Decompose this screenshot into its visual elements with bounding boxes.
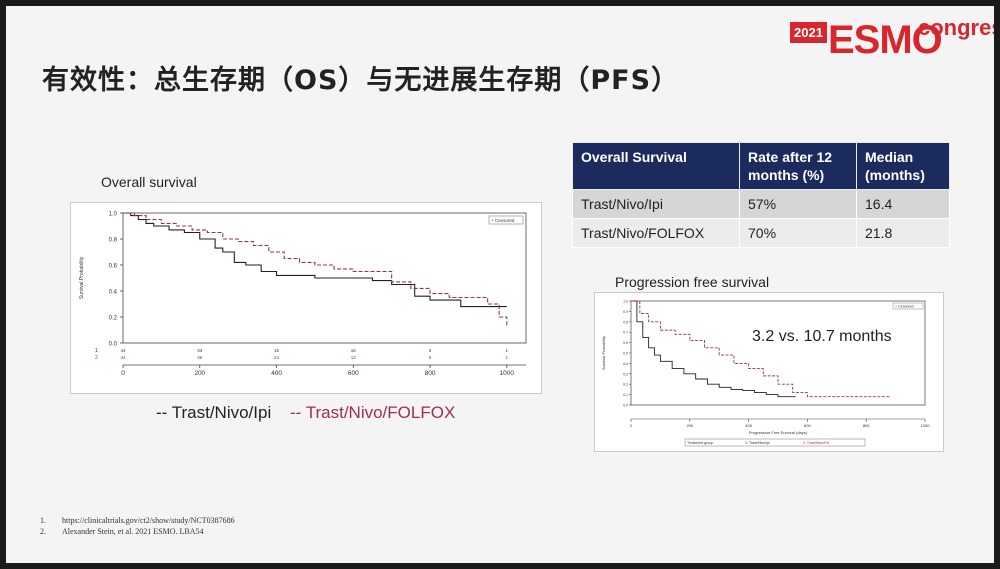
table-row: Trast/Nivo/Ipi 57% 16.4 bbox=[572, 189, 950, 219]
legend-inset-text: + Censored bbox=[895, 305, 914, 309]
x-tick-label: 600 bbox=[804, 423, 811, 428]
table-row: Trast/Nivo/FOLFOX 70% 21.8 bbox=[572, 218, 950, 248]
treatment-legend-entry: 1: Trast/Nivo/Ipi bbox=[745, 441, 770, 445]
table-cell: 16.4 bbox=[856, 189, 950, 219]
slide-title: 有效性：总生存期（OS）与无进展生存期（PFS） bbox=[42, 65, 680, 96]
y-tick-label: 0.8 bbox=[109, 238, 118, 244]
risk-count: 15 bbox=[274, 348, 280, 353]
x-tick-label: 0 bbox=[630, 423, 633, 428]
risk-count: 44 bbox=[120, 348, 126, 353]
risk-count: 3 bbox=[429, 348, 432, 353]
y-tick-label: 0.9 bbox=[623, 310, 628, 314]
table-cell: 21.8 bbox=[856, 218, 950, 248]
x-tick-label: 200 bbox=[686, 423, 693, 428]
legend-inset-box bbox=[488, 215, 524, 225]
y-tick-label: 0.0 bbox=[109, 342, 118, 348]
y-tick-label: 0.3 bbox=[623, 372, 628, 376]
risk-row-label: 1 bbox=[95, 348, 98, 354]
table-cell: 57% bbox=[739, 189, 857, 219]
x-tick-label: 800 bbox=[863, 423, 870, 428]
y-tick-label: 1.0 bbox=[623, 300, 628, 304]
os-chart: 0.0 0.2 0.4 0.6 0.8 1.0 Survival Probability 0 2… bbox=[79, 212, 527, 377]
x-tick-label: 1000 bbox=[921, 423, 931, 428]
table-cell: Trast/Nivo/FOLFOX bbox=[572, 218, 740, 248]
risk-count: 33 bbox=[197, 348, 203, 353]
risk-count: 1 bbox=[506, 348, 509, 353]
y-tick-label: 0.5 bbox=[623, 352, 628, 356]
table-header-row: Overall Survival Rate after 12 months (%… bbox=[572, 142, 950, 190]
risk-count: 24 bbox=[274, 355, 280, 360]
series-folfox-line bbox=[123, 212, 508, 328]
risk-count: 44 bbox=[120, 355, 126, 360]
x-tick-label: 0 bbox=[121, 370, 125, 377]
os-chart-frame: 0.0 0.2 0.4 0.6 0.8 1.0 Survival Probability 0 2… bbox=[70, 202, 542, 394]
reference-number: 1. bbox=[40, 516, 46, 525]
y-tick-label: 0.4 bbox=[109, 290, 118, 296]
plot-area bbox=[122, 212, 527, 344]
legend-inset-text: + Censored bbox=[491, 218, 515, 223]
pfs-chart: 0.0 0.1 0.2 0.3 0.4 0.5 0.6 0.7 0.8 0.9 1.0 Surviva… bbox=[601, 300, 931, 447]
series-ipi-line bbox=[123, 212, 507, 308]
pfs-annotation: 3.2 vs. 10.7 months bbox=[752, 328, 892, 345]
y-tick-label: 0.8 bbox=[623, 320, 628, 324]
x-axis-label: Progression Free Survival (days) bbox=[749, 430, 808, 435]
pfs-chart-title: Progression free survival bbox=[615, 274, 770, 290]
y-tick-label: 0.6 bbox=[623, 341, 628, 345]
y-tick-label: 0.0 bbox=[623, 404, 628, 408]
risk-count: 36 bbox=[197, 355, 203, 360]
risk-count: 16 bbox=[351, 348, 357, 353]
os-legend-folfox: -- Trast/Nivo/FOLFOX bbox=[289, 403, 456, 422]
reference-item: 1. https://clinicaltrials.gov/ct2/show/st… bbox=[40, 515, 235, 526]
x-tick-label: 1000 bbox=[500, 370, 515, 377]
x-tick-label: 400 bbox=[271, 370, 282, 377]
os-summary-table: Overall Survival Rate after 12 months (%… bbox=[572, 142, 950, 248]
table-header: Rate after 12 months (%) bbox=[739, 142, 857, 190]
x-tick-label: 400 bbox=[745, 423, 752, 428]
y-tick-label: 0.7 bbox=[623, 331, 628, 335]
reference-text: Alexander Stein, et al. 2021 ESMO. LBA54 bbox=[62, 527, 204, 536]
series-ipi-line bbox=[631, 300, 796, 398]
os-chart-title: Overall survival bbox=[101, 174, 197, 190]
pfs-chart-frame: 0.0 0.1 0.2 0.3 0.4 0.5 0.6 0.7 0.8 0.9 1.0 Surviva… bbox=[594, 292, 944, 452]
table-cell: 70% bbox=[739, 218, 857, 248]
reference-item: 2. Alexander Stein, et al. 2021 ESMO. LBA… bbox=[40, 526, 235, 537]
y-tick-label: 0.2 bbox=[623, 383, 628, 387]
risk-count: 6 bbox=[429, 355, 432, 360]
reference-number: 2. bbox=[40, 527, 46, 536]
table-header: Median (months) bbox=[856, 142, 950, 190]
y-tick-label: 0.2 bbox=[109, 316, 118, 322]
logo-congress: congress bbox=[918, 15, 994, 40]
y-tick-label: 0.1 bbox=[623, 393, 628, 397]
y-tick-label: 0.6 bbox=[109, 264, 118, 270]
legend-inset-box bbox=[892, 302, 924, 310]
y-tick-label: 1.0 bbox=[109, 212, 118, 218]
logo-esmo: ESMO bbox=[828, 18, 943, 62]
os-legend-ipi: -- Trast/Nivo/Ipi bbox=[156, 403, 272, 422]
x-tick-label: 800 bbox=[425, 370, 436, 377]
table-header: Overall Survival bbox=[572, 142, 740, 190]
y-axis-label: Survival Probability bbox=[601, 336, 606, 370]
y-tick-label: 0.4 bbox=[623, 362, 628, 366]
y-axis-label: Survival Probability bbox=[79, 256, 85, 299]
treatment-legend-entry: 2: Trast/Nivo/Fol bbox=[803, 441, 829, 445]
reference-text: https://clinicaltrials.gov/ct2/show/stud… bbox=[62, 516, 235, 525]
esmo-logo: 2021 ESMO congress bbox=[790, 15, 994, 66]
slide: 有效性：总生存期（OS）与无进展生存期（PFS） 2021 ESMO congr… bbox=[6, 6, 994, 563]
treatment-legend-entry: Treatment group bbox=[687, 441, 713, 445]
treatment-legend-box bbox=[684, 438, 866, 447]
x-tick-label: 600 bbox=[348, 370, 359, 377]
os-legend: -- Trast/Nivo/Ipi -- Trast/Nivo/FOLFOX bbox=[156, 403, 455, 423]
risk-row-label: 2 bbox=[95, 355, 98, 361]
table-cell: Trast/Nivo/Ipi bbox=[572, 189, 740, 219]
logo-year: 2021 bbox=[790, 22, 827, 43]
risk-count: 12 bbox=[351, 355, 357, 360]
x-tick-label: 200 bbox=[194, 370, 205, 377]
series-folfox-line bbox=[631, 300, 890, 398]
references: 1. https://clinicaltrials.gov/ct2/show/st… bbox=[40, 515, 235, 537]
risk-count: 1 bbox=[506, 355, 509, 360]
plot-area bbox=[630, 300, 926, 406]
